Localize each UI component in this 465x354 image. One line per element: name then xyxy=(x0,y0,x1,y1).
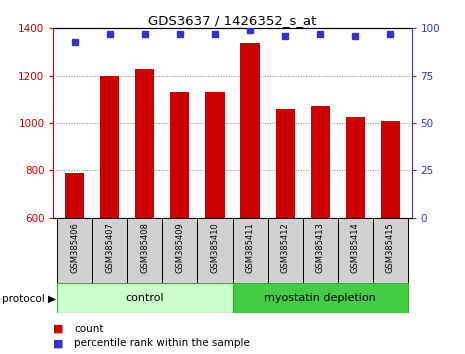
Bar xyxy=(345,117,365,218)
Text: control: control xyxy=(126,293,164,303)
Text: ■: ■ xyxy=(53,324,64,333)
Bar xyxy=(338,218,373,283)
Bar xyxy=(267,218,303,283)
Text: GSM385408: GSM385408 xyxy=(140,222,149,273)
Text: GSM385414: GSM385414 xyxy=(351,222,360,273)
Bar xyxy=(92,218,127,283)
Bar xyxy=(127,218,162,283)
Title: GDS3637 / 1426352_s_at: GDS3637 / 1426352_s_at xyxy=(148,14,317,27)
Text: GSM385407: GSM385407 xyxy=(105,222,114,273)
Bar xyxy=(135,69,154,218)
Text: GSM385413: GSM385413 xyxy=(316,222,325,273)
Bar xyxy=(232,218,267,283)
Text: GSM385415: GSM385415 xyxy=(386,222,395,273)
Text: GSM385412: GSM385412 xyxy=(281,222,290,273)
Bar xyxy=(232,283,408,313)
Text: GSM385406: GSM385406 xyxy=(70,222,79,273)
Text: ■: ■ xyxy=(53,338,64,348)
Bar xyxy=(57,218,92,283)
Bar xyxy=(381,121,400,218)
Text: GSM385411: GSM385411 xyxy=(246,222,254,273)
Bar xyxy=(57,283,232,313)
Text: percentile rank within the sample: percentile rank within the sample xyxy=(74,338,250,348)
Bar xyxy=(303,218,338,283)
Bar xyxy=(100,76,120,218)
Bar xyxy=(373,218,408,283)
Bar xyxy=(240,42,260,218)
Text: myostatin depletion: myostatin depletion xyxy=(265,293,376,303)
Bar xyxy=(311,107,330,218)
Text: count: count xyxy=(74,324,104,333)
Text: GSM385409: GSM385409 xyxy=(175,222,184,273)
Text: GSM385410: GSM385410 xyxy=(211,222,219,273)
Bar xyxy=(205,92,225,218)
Bar xyxy=(162,218,198,283)
Bar xyxy=(198,218,232,283)
Bar xyxy=(275,109,295,218)
Text: protocol ▶: protocol ▶ xyxy=(2,294,56,304)
Bar xyxy=(170,92,190,218)
Bar xyxy=(65,173,84,218)
